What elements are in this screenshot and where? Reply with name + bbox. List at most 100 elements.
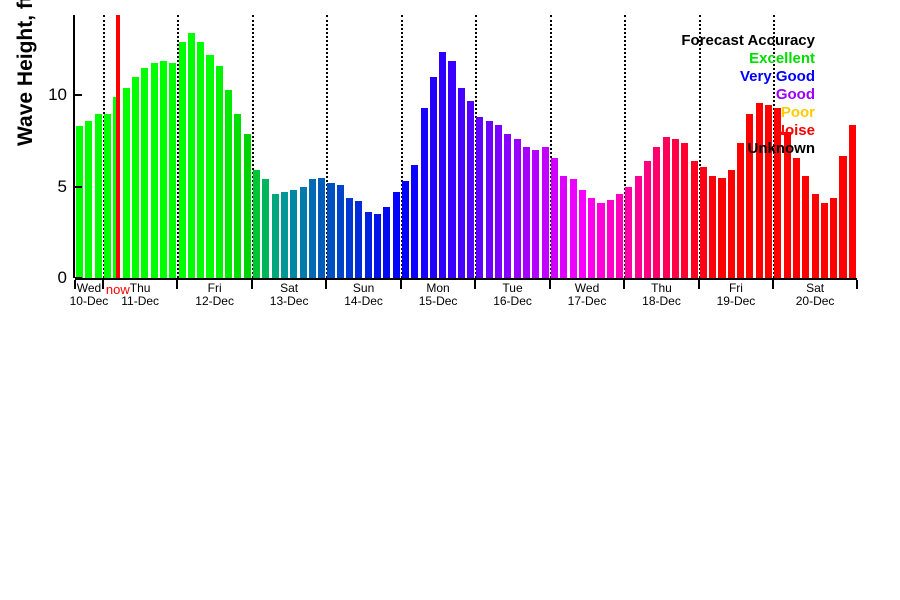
wave-height-bar (606, 199, 614, 278)
wave-height-bar (541, 146, 549, 278)
wave-height-bar (485, 120, 493, 278)
legend-item-good: Good (775, 86, 815, 103)
wave-height-bar (308, 179, 316, 278)
x-axis-line (75, 278, 857, 280)
y-axis-tick (75, 277, 82, 279)
x-tick-label-14-Dec: Sun 14-Dec (344, 282, 383, 308)
wave-height-bar (141, 68, 149, 278)
wave-height-bar (839, 155, 847, 278)
x-axis-tick (325, 280, 328, 289)
y-axis-line (73, 15, 75, 278)
wave-height-bar (252, 170, 261, 278)
wave-height-bar (709, 175, 717, 278)
wave-height-bar (364, 212, 372, 278)
day-name: Tue (502, 281, 523, 295)
day-boundary-gridline (326, 15, 329, 278)
wave-height-bar (504, 133, 512, 278)
x-axis-tick (474, 280, 477, 289)
wave-height-bar (197, 42, 205, 278)
wave-height-bar (336, 184, 344, 278)
y-axis-tick (75, 185, 82, 188)
day-boundary-gridline (773, 15, 776, 278)
day-name: Sun (352, 281, 375, 295)
day-name: Wed (574, 281, 600, 295)
wave-height-bar (76, 126, 84, 278)
day-date: 12-Dec (195, 294, 234, 308)
wave-height-bar (625, 186, 633, 278)
wave-height-bar (150, 62, 158, 278)
wave-height-bar (783, 131, 791, 278)
x-tick-label-13-Dec: Sat 13-Dec (270, 282, 309, 308)
day-date: 18-Dec (642, 294, 681, 308)
wave-height-bar (588, 197, 596, 278)
wave-height-bar (187, 33, 195, 278)
wave-height-bar (206, 55, 214, 278)
y-tick-label-10: 10 (48, 85, 67, 105)
wave-height-bar (727, 170, 735, 278)
wave-height-bar (262, 179, 270, 278)
wave-height-bar (737, 142, 745, 278)
wave-height-bar (532, 150, 540, 278)
x-axis-tick (623, 280, 626, 289)
wave-height-bar (318, 177, 326, 278)
x-axis-tick (772, 280, 775, 289)
day-name: Thu (129, 281, 151, 295)
wave-height-bar (774, 108, 782, 278)
wave-height-bar (653, 146, 661, 278)
wave-height-bar (671, 139, 679, 278)
x-axis-tick (856, 280, 858, 289)
day-date: 19-Dec (716, 294, 756, 308)
wave-height-bar (690, 161, 698, 278)
wave-height-bar (550, 157, 558, 278)
wave-height-bar (467, 100, 475, 278)
wave-height-bar (374, 214, 382, 278)
wave-height-bar (569, 179, 577, 278)
wave-height-bar (104, 113, 112, 278)
wave-height-bar (290, 190, 298, 278)
wave-height-bar (346, 197, 354, 278)
day-boundary-gridline (400, 15, 403, 278)
wave-height-bar (131, 77, 140, 278)
wave-height-bar (411, 164, 419, 278)
legend-item-unknown: Unknown (747, 140, 816, 157)
wave-height-bar (792, 157, 800, 278)
day-name: Sat (280, 281, 299, 295)
wave-height-bar (811, 194, 819, 278)
y-tick-label-0: 0 (57, 268, 67, 287)
x-axis-tick (74, 280, 76, 289)
wave-height-bar (169, 62, 177, 278)
x-axis-tick (176, 280, 179, 289)
day-name: Wed (76, 281, 102, 295)
wave-height-bar (439, 51, 447, 278)
x-tick-label-10-Dec: Wed 10-Dec (70, 282, 109, 308)
day-date: 17-Dec (567, 294, 607, 308)
wave-height-bar (215, 66, 223, 278)
wave-height-bar (420, 108, 428, 278)
day-date: 14-Dec (344, 294, 383, 308)
day-name: Sat (806, 281, 825, 295)
wave-height-bar (355, 201, 363, 278)
x-axis-tick (250, 280, 253, 289)
legend-item-excellent: Excellent (749, 50, 815, 67)
day-date: 20-Dec (795, 294, 835, 308)
wave-height-bar (271, 194, 279, 278)
x-axis-tick (399, 280, 402, 289)
wave-height-bar (755, 102, 763, 278)
legend-title: Forecast Accuracy (681, 32, 815, 49)
day-date: 16-Dec (493, 294, 532, 308)
wave-height-bar (243, 133, 251, 278)
wave-height-bar (429, 77, 437, 278)
day-boundary-gridline (177, 15, 180, 278)
wave-height-bar (848, 124, 856, 278)
day-name: Mon (426, 281, 450, 295)
x-tick-label-12-Dec: Fri 12-Dec (195, 282, 234, 308)
wave-height-bar (159, 60, 167, 278)
wave-height-bar (765, 104, 773, 278)
x-axis-tick (548, 280, 551, 289)
x-tick-label-18-Dec: Thu 18-Dec (642, 282, 681, 308)
wave-height-bar (830, 197, 838, 278)
wave-height-bar (299, 186, 307, 278)
wave-height-bar (597, 203, 605, 278)
legend-item-noise: Noise (774, 122, 815, 139)
